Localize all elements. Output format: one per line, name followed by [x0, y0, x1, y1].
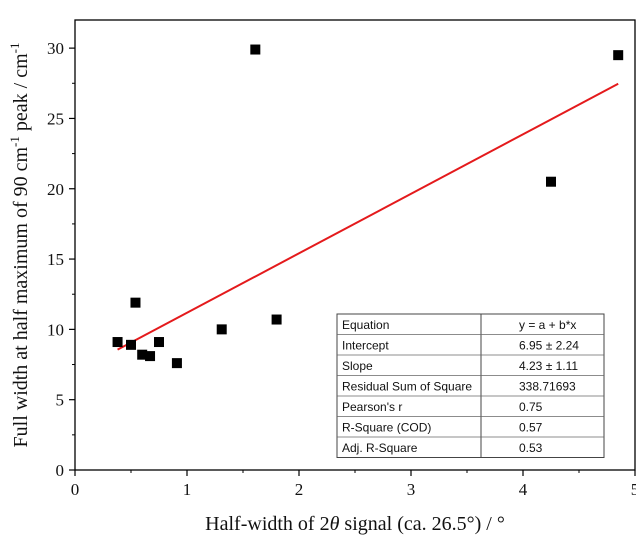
y-tick-label: 20	[47, 180, 64, 199]
y-tick-label: 30	[47, 39, 64, 58]
stats-table-label: Equation	[342, 318, 389, 332]
stats-table-value: 338.71693	[519, 380, 576, 394]
stats-table-value: 0.53	[519, 441, 543, 455]
stats-table-value: 0.75	[519, 400, 543, 414]
data-point	[546, 176, 556, 187]
stats-table-value: 0.57	[519, 421, 543, 435]
stats-table-label: Adj. R-Square	[342, 441, 418, 455]
y-tick-label: 5	[56, 391, 65, 410]
stats-table-value: 4.23 ± 1.11	[519, 359, 578, 373]
y-axis-title: Full width at half maximum of 90 cm-1 pe…	[7, 43, 32, 448]
stats-table: Equation y = a + b*x Intercept 6.95 ± 2.24 S…	[336, 313, 605, 458]
data-point	[145, 351, 156, 362]
stats-table-label: Residual Sum of Square	[342, 380, 472, 394]
y-axis-title-sup2: -1	[7, 43, 22, 54]
stats-table-value: y = a + b*x	[519, 318, 576, 332]
data-point	[130, 297, 141, 308]
x-tick-label: 2	[295, 480, 304, 499]
x-axis-title-part2: signal (ca. 26.5°) / °	[339, 513, 504, 535]
stats-table-label: Slope	[342, 359, 373, 373]
y-tick-label: 15	[47, 250, 64, 269]
x-axis-title-part1: Half-width of 2	[205, 513, 329, 535]
x-axis-ticks: 0 1 2 3 4 5	[71, 470, 636, 499]
x-tick-label: 0	[71, 480, 80, 499]
x-axis-title-theta: θ	[330, 513, 340, 535]
data-point	[250, 44, 261, 55]
stats-table-label: R-Square (COD)	[342, 421, 431, 435]
x-axis-title: Half-width of 2θ signal (ca. 26.5°) / °	[205, 513, 505, 535]
x-tick-label: 3	[407, 480, 416, 499]
data-point	[112, 337, 123, 348]
stats-table-label: Intercept	[342, 339, 389, 353]
x-tick-label: 5	[631, 480, 636, 499]
data-point	[137, 349, 148, 360]
y-axis-ticks: 0 5 10 15 20 25 30	[47, 39, 75, 480]
y-axis-title-part1: Full width at half maximum of 90 cm	[10, 147, 32, 448]
data-point	[171, 358, 182, 369]
y-axis-title-part2: peak / cm	[10, 53, 32, 136]
data-point	[613, 50, 624, 61]
y-tick-label: 0	[56, 461, 65, 480]
stats-table-border	[336, 313, 605, 458]
x-tick-label: 1	[183, 480, 192, 499]
data-point	[154, 337, 164, 348]
data-point	[126, 339, 136, 350]
y-axis-title-sup1: -1	[7, 136, 22, 147]
stats-table-value: 6.95 ± 2.24	[519, 339, 579, 353]
data-points	[112, 44, 624, 369]
data-point	[271, 314, 282, 325]
y-tick-label: 25	[47, 109, 64, 128]
stats-table-label: Pearson's r	[342, 400, 402, 414]
fit-line	[117, 82, 619, 351]
data-point	[216, 324, 227, 335]
y-tick-label: 10	[47, 320, 64, 339]
x-tick-label: 4	[519, 480, 528, 499]
